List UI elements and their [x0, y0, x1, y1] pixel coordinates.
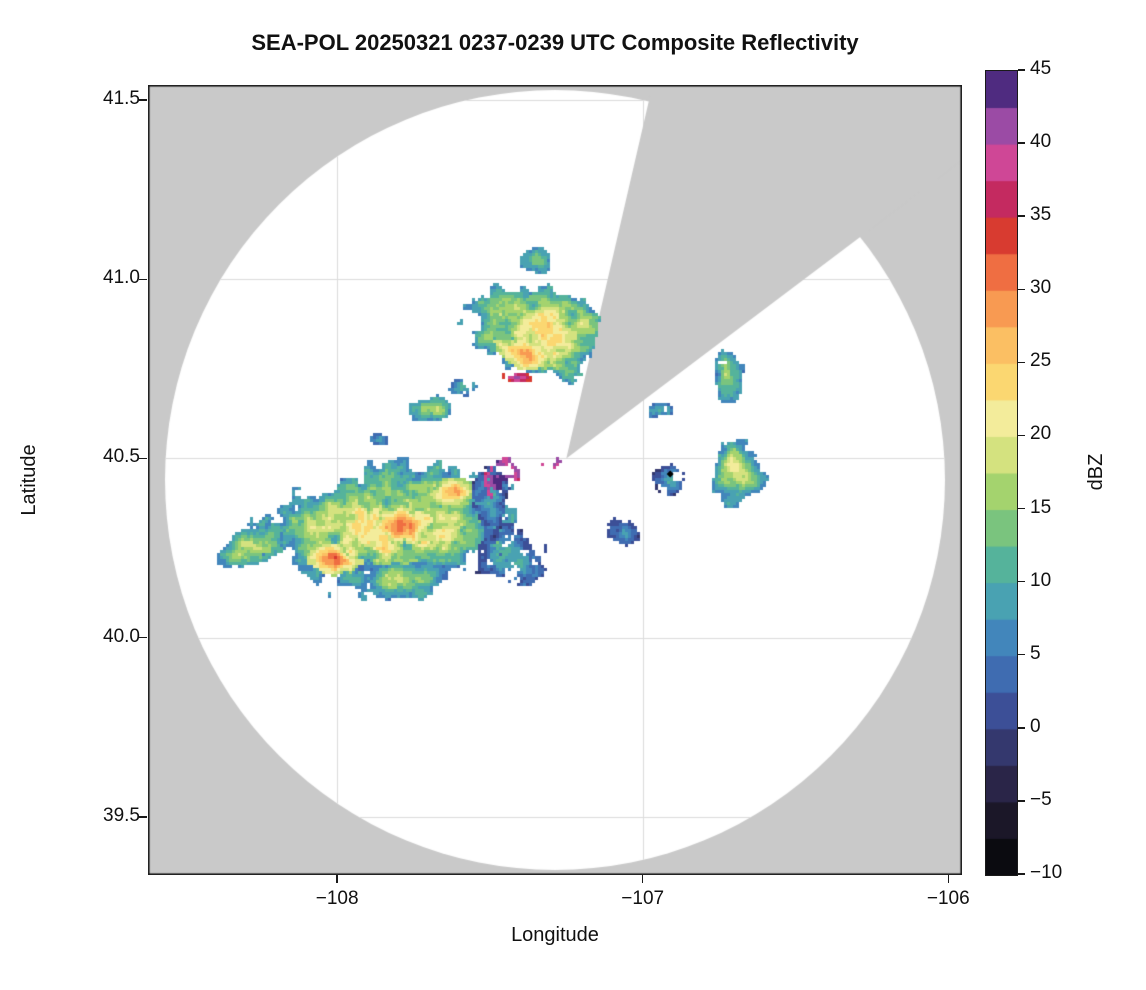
colorbar-tick-label: 20 — [1030, 423, 1052, 445]
colorbar-tick-label: 10 — [1030, 569, 1052, 591]
colorbar-tick-label: 40 — [1030, 131, 1052, 153]
y-tick-label: 40.5 — [103, 446, 140, 468]
colorbar-tick-label: 5 — [1030, 642, 1041, 664]
x-tick-label: −107 — [621, 888, 665, 909]
colorbar-tick-mark — [1018, 580, 1025, 583]
x-axis-label: Longitude — [511, 924, 599, 946]
y-tick-label: 39.5 — [103, 804, 140, 826]
colorbar — [985, 70, 1018, 876]
y-tick-mark — [139, 457, 147, 460]
colorbar-gradient-canvas — [986, 71, 1017, 875]
colorbar-tick-label: −10 — [1030, 862, 1063, 883]
colorbar-tick-label: 35 — [1030, 204, 1052, 226]
x-tick-mark — [641, 875, 644, 883]
colorbar-tick-mark — [1018, 434, 1025, 437]
y-tick-mark — [139, 636, 147, 639]
colorbar-tick-mark — [1018, 653, 1025, 656]
reflectivity-plot-canvas — [148, 85, 962, 875]
x-tick-label: −108 — [315, 888, 359, 909]
chart-title: SEA-POL 20250321 0237-0239 UTC Composite… — [251, 30, 859, 55]
colorbar-tick-mark — [1018, 361, 1025, 364]
colorbar-tick-mark — [1018, 507, 1025, 510]
colorbar-tick-label: −5 — [1030, 788, 1052, 810]
colorbar-tick-mark — [1018, 288, 1025, 291]
y-tick-label: 41.5 — [103, 88, 140, 110]
y-tick-label: 40.0 — [103, 625, 140, 647]
colorbar-tick-label: 25 — [1030, 350, 1052, 372]
y-axis-label: Latitude — [18, 444, 40, 516]
x-tick-mark — [947, 875, 949, 883]
y-tick-mark — [139, 278, 147, 281]
colorbar-tick-mark — [1018, 142, 1025, 144]
colorbar-tick-label: 15 — [1030, 496, 1052, 518]
colorbar-tick-mark — [1018, 873, 1025, 875]
y-tick-mark — [139, 816, 147, 818]
colorbar-tick-label: 0 — [1030, 715, 1041, 737]
x-tick-mark — [336, 875, 338, 883]
y-tick-mark — [139, 99, 147, 101]
y-tick-label: 41.0 — [103, 267, 140, 289]
colorbar-tick-mark — [1018, 727, 1025, 729]
colorbar-tick-mark — [1018, 69, 1025, 71]
plot-area — [148, 85, 962, 875]
x-tick-label: −106 — [926, 888, 970, 909]
colorbar-tick-label: 45 — [1030, 58, 1052, 79]
colorbar-tick-mark — [1018, 800, 1025, 802]
colorbar-tick-mark — [1018, 215, 1025, 217]
colorbar-tick-label: 30 — [1030, 277, 1052, 299]
